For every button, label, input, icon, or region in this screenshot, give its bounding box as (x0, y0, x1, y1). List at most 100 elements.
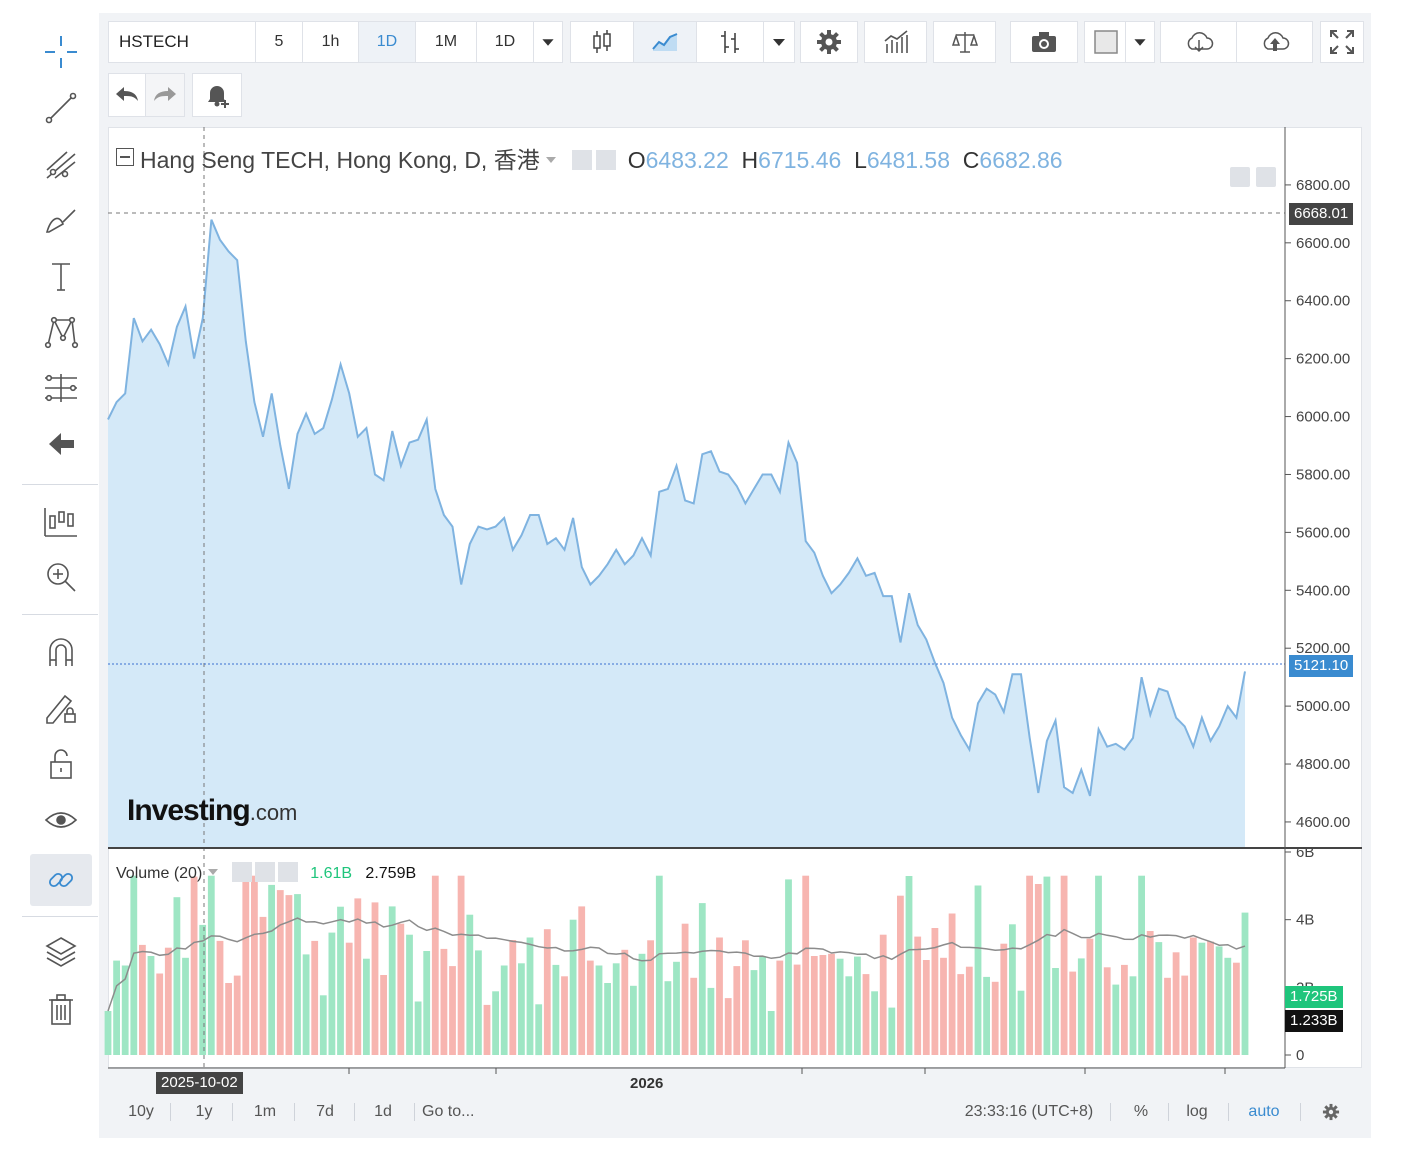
scroll-down-icon[interactable] (1230, 167, 1250, 187)
color-dropdown[interactable] (1125, 21, 1155, 63)
volume-bar (828, 953, 835, 1055)
goto-date-button[interactable]: Go to... (422, 1103, 475, 1120)
volume-bar (268, 884, 275, 1055)
lock-drawing-icon[interactable] (30, 682, 92, 734)
close-icon[interactable] (278, 862, 299, 882)
interval-custom[interactable]: 1D (476, 21, 534, 63)
brush-icon[interactable] (30, 194, 92, 246)
text-icon[interactable] (30, 250, 92, 302)
volume-bar (759, 956, 766, 1055)
volume-legend: Volume (20) 1.61B 2.759B (116, 862, 416, 883)
indicators-button[interactable] (864, 21, 927, 63)
volume-bar (130, 875, 138, 1055)
volume-axis-label: 6B (1296, 844, 1314, 861)
load-chart-button[interactable] (1160, 21, 1237, 63)
link-icon[interactable] (30, 854, 92, 906)
volume-bar (1095, 875, 1102, 1055)
toolbar-divider (22, 484, 98, 485)
crosshair-icon[interactable] (30, 26, 92, 78)
price-axis-label: 6600.00 (1296, 235, 1350, 252)
volume-bar (337, 906, 344, 1055)
candlestick-icon (593, 30, 611, 53)
volume-bar (311, 940, 319, 1055)
add-alert-button[interactable] (192, 73, 242, 117)
collapse-legend-icon[interactable] (116, 148, 134, 166)
volume-bar (104, 1011, 112, 1055)
interval-1d[interactable]: 1D (358, 21, 416, 63)
auto-scale-button[interactable]: auto (1248, 1103, 1280, 1120)
range-1y[interactable]: 1y (195, 1103, 213, 1120)
compare-button[interactable] (933, 21, 996, 63)
fibonacci-icon[interactable] (30, 362, 92, 414)
chart-type-dropdown[interactable] (763, 21, 795, 63)
color-picker[interactable] (1084, 21, 1128, 63)
volume-bar (121, 965, 129, 1055)
price-axis-label: 5000.00 (1296, 698, 1350, 715)
time-axis-ticks (348, 1068, 1226, 1074)
volume-bar (586, 960, 594, 1055)
volume-bar (294, 894, 301, 1055)
pattern-icon[interactable] (30, 306, 92, 358)
indicators-icon[interactable] (30, 496, 92, 548)
volume-bar (147, 956, 155, 1055)
volume-title[interactable]: Volume (20) (116, 865, 203, 882)
series-settings-icon[interactable] (595, 150, 616, 170)
eye-icon[interactable] (30, 794, 92, 846)
zoom-in-icon[interactable] (30, 551, 92, 603)
chevron-down-icon[interactable] (545, 157, 556, 163)
series-title[interactable]: Hang Seng TECH, Hong Kong, D, 香港 (140, 147, 540, 173)
hide-volume-icon[interactable] (232, 862, 253, 882)
volume-bar (647, 940, 654, 1055)
symbol-input[interactable]: HSTECH (108, 21, 256, 63)
volume-bar (483, 1004, 491, 1055)
range-1m[interactable]: 1m (253, 1103, 277, 1120)
volume-bar (1060, 875, 1068, 1055)
scroll-down-more-icon[interactable] (1256, 167, 1276, 187)
interval-1h[interactable]: 1h (302, 21, 359, 63)
volume-bar (948, 913, 956, 1055)
volume-bar (388, 906, 396, 1055)
percent-scale-button[interactable]: % (1133, 1103, 1149, 1120)
chevron-down-icon[interactable] (208, 869, 219, 875)
interval-dropdown[interactable] (533, 21, 563, 63)
chevron-down-icon (542, 39, 554, 46)
volume-bar (164, 947, 172, 1055)
volume-bar (621, 949, 629, 1055)
price-axis-label: 6400.00 (1296, 293, 1350, 310)
back-arrow-icon[interactable] (30, 418, 92, 470)
volume-bar (302, 954, 310, 1055)
volume-ma-line (107, 917, 1246, 1012)
interval-1m[interactable]: 1M (415, 21, 477, 63)
volume-last-tag: 1.725B (1285, 986, 1343, 1008)
settings-button[interactable] (800, 21, 858, 63)
hide-series-icon[interactable] (571, 150, 592, 170)
volume-bar (139, 944, 146, 1055)
volume-settings-icon[interactable] (255, 862, 276, 882)
trend-line-icon[interactable] (30, 82, 92, 134)
volume-bar (397, 923, 405, 1055)
layers-icon[interactable] (30, 926, 92, 978)
volume-bar (707, 987, 715, 1055)
pitchfork-icon[interactable] (30, 138, 92, 190)
volume-bar (862, 974, 870, 1055)
gear-icon (817, 30, 841, 54)
undo-button[interactable] (108, 73, 146, 117)
unlock-icon[interactable] (30, 738, 92, 790)
volume-bar (1164, 977, 1171, 1055)
volume-bar (897, 895, 904, 1055)
range-1d[interactable]: 1d (374, 1103, 392, 1120)
volume-bar (233, 975, 241, 1055)
volume-bar (630, 985, 637, 1055)
fullscreen-button[interactable] (1320, 21, 1364, 63)
range-10y[interactable]: 10y (128, 1103, 154, 1120)
log-scale-button[interactable]: log (1186, 1103, 1208, 1120)
candles-button[interactable] (570, 21, 634, 63)
redo-button[interactable] (145, 73, 185, 117)
snapshot-button[interactable] (1010, 21, 1078, 63)
magnet-icon[interactable] (30, 626, 92, 678)
save-chart-button[interactable] (1236, 21, 1313, 63)
gear-icon[interactable] (1316, 1097, 1346, 1127)
trash-icon[interactable] (30, 984, 92, 1036)
range-7d[interactable]: 7d (316, 1103, 334, 1120)
